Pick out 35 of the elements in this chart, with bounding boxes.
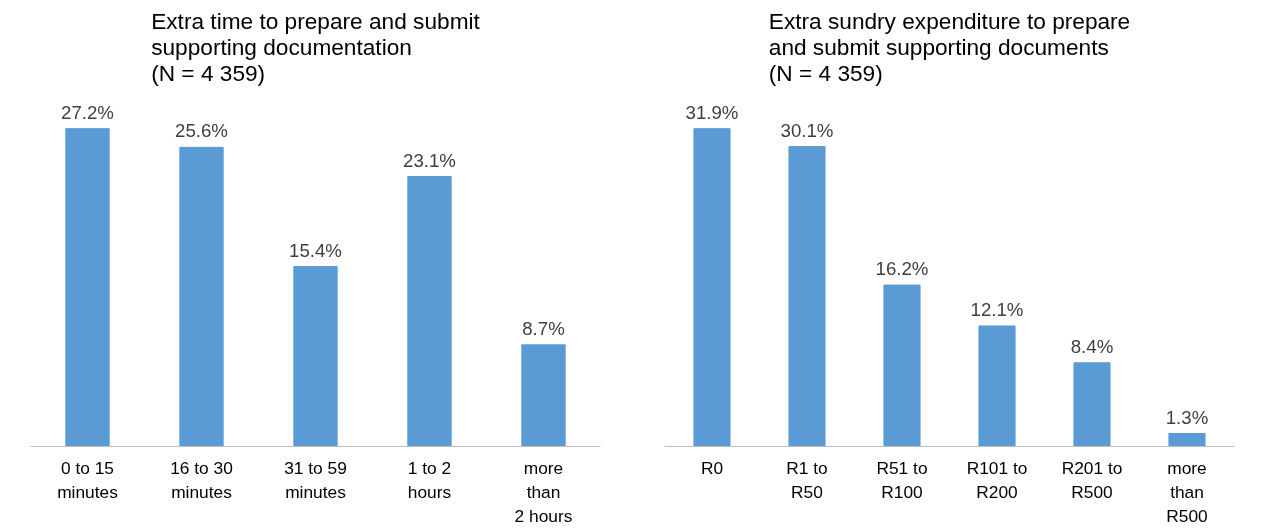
data-label: 25.6% — [175, 120, 228, 142]
x-tick-label: 0 to 15 minutes — [57, 457, 119, 502]
bar — [1073, 362, 1111, 447]
data-label: 15.4% — [289, 239, 342, 261]
data-label: 8.7% — [522, 317, 565, 339]
chart-title: Extra sundry expenditure to prepare and submit supporting documents (N = 4 359) — [768, 7, 1131, 86]
bar — [693, 128, 731, 447]
data-label: 12.1% — [970, 298, 1024, 320]
data-label: 23.1% — [403, 149, 456, 171]
bar — [65, 128, 110, 447]
data-label: 1.3% — [1165, 406, 1209, 428]
x-tick-label: 16 to 30 minutes — [170, 457, 233, 502]
bar — [1168, 433, 1206, 447]
data-label: 31.9% — [685, 101, 739, 123]
x-tick-label: R0 — [700, 457, 724, 478]
chart-title: Extra time to prepare and submit supporting documentation (N = 4 359) — [151, 7, 481, 86]
x-tick-label: R51 to R100 — [876, 457, 928, 502]
x-tick-label: R101 to R200 — [966, 457, 1028, 502]
x-tick-label: R201 to R500 — [1061, 457, 1123, 502]
data-label: 8.4% — [1070, 335, 1114, 357]
x-tick-label: more than R500 — [1166, 457, 1208, 526]
data-label: 30.1% — [780, 119, 834, 141]
bar — [978, 325, 1016, 447]
bar — [883, 284, 921, 447]
data-label: 16.2% — [875, 258, 929, 280]
bar — [293, 266, 338, 447]
x-tick-label: more than 2 hours — [514, 457, 573, 526]
data-label: 27.2% — [61, 101, 114, 123]
x-tick-label: R1 to R50 — [786, 457, 828, 502]
x-tick-label: 1 to 2 hours — [407, 457, 452, 502]
x-tick-label: 31 to 59 minutes — [284, 457, 347, 502]
bar — [788, 146, 826, 447]
bar — [407, 176, 452, 447]
bar — [179, 146, 224, 447]
bar — [521, 344, 566, 447]
